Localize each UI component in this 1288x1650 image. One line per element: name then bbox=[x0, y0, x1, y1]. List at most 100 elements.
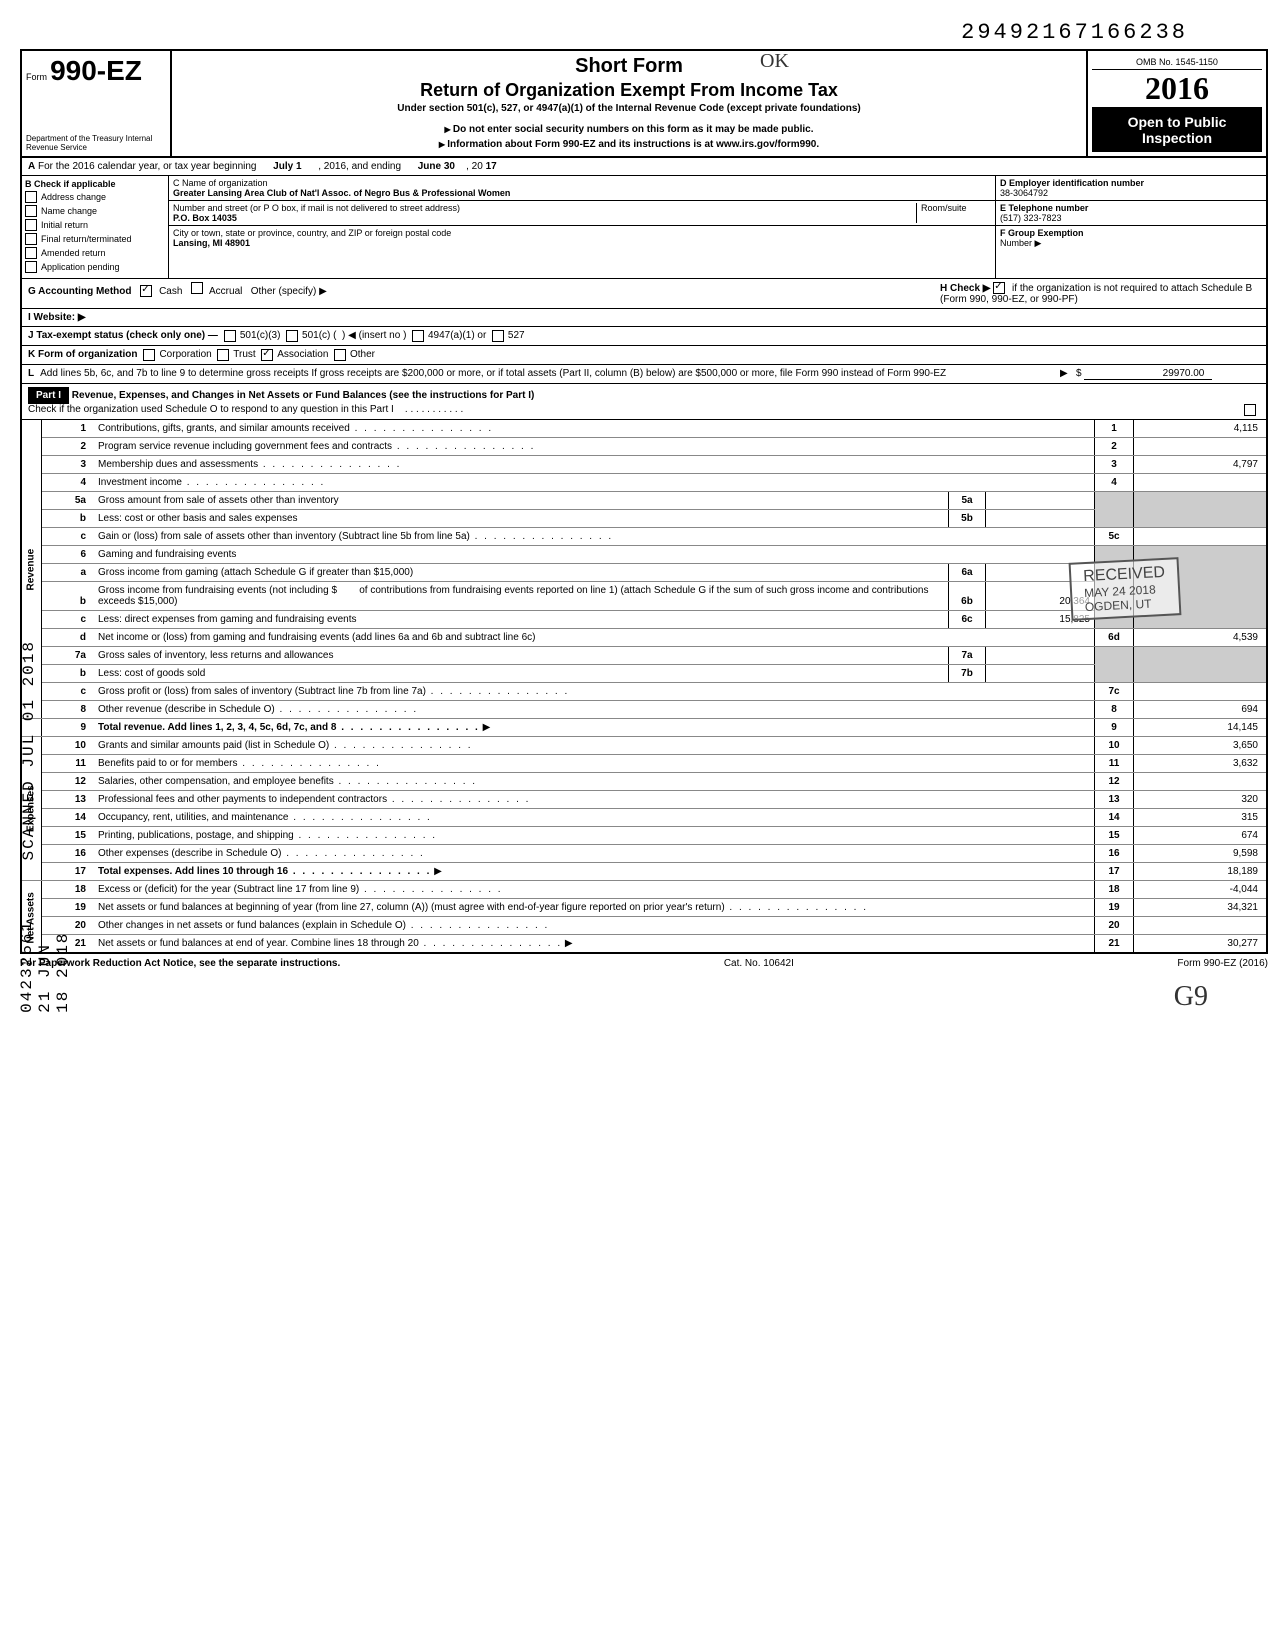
J-opt2: 501(c) ( bbox=[302, 330, 336, 342]
line5c-desc: Gain or (loss) from sale of assets other… bbox=[98, 531, 613, 542]
L-text: Add lines 5b, 6c, and 7b to line 9 to de… bbox=[40, 368, 1060, 380]
line20-desc: Other changes in net assets or fund bala… bbox=[98, 920, 549, 931]
G-label: G Accounting Method bbox=[28, 286, 132, 297]
line11-desc: Benefits paid to or for members bbox=[98, 758, 381, 769]
line13-desc: Professional fees and other payments to … bbox=[98, 794, 530, 805]
line2-amt bbox=[1134, 438, 1268, 456]
K-opt1: Corporation bbox=[159, 349, 211, 361]
J-opt3: 4947(a)(1) or bbox=[428, 330, 486, 342]
line16-desc: Other expenses (describe in Schedule O) bbox=[98, 848, 425, 859]
line10-amt: 3,650 bbox=[1134, 737, 1268, 755]
line6a-amt bbox=[986, 564, 1095, 582]
line4-amt bbox=[1134, 474, 1268, 492]
checkbox-accrual[interactable] bbox=[191, 282, 203, 294]
checkbox-other-org[interactable] bbox=[334, 349, 346, 361]
room-suite-label: Room/suite bbox=[916, 203, 991, 223]
line3-desc: Membership dues and assessments bbox=[98, 459, 401, 470]
checkbox-part1-schedO[interactable] bbox=[1244, 404, 1256, 416]
line6a-desc: Gross income from gaming (attach Schedul… bbox=[98, 567, 413, 578]
line5b-desc: Less: cost or other basis and sales expe… bbox=[98, 513, 298, 524]
lines-table: Revenue 1 Contributions, gifts, grants, … bbox=[20, 420, 1268, 954]
checkbox-assoc[interactable] bbox=[261, 349, 273, 361]
checkbox-cash[interactable] bbox=[140, 285, 152, 297]
checkbox-trust[interactable] bbox=[217, 349, 229, 361]
phone-value: (517) 323-7823 bbox=[1000, 213, 1262, 223]
B-opt-0: Address change bbox=[41, 192, 106, 202]
line6-desc: Gaming and fundraising events bbox=[98, 549, 236, 560]
gross-receipts: 29970.00 bbox=[1084, 368, 1212, 380]
form-prefix: Form bbox=[26, 72, 47, 82]
row-A-endyear: 17 bbox=[486, 161, 497, 172]
line9-desc: Total revenue. Add lines 1, 2, 3, 4, 5c,… bbox=[98, 722, 480, 733]
footer: For Paperwork Reduction Act Notice, see … bbox=[20, 954, 1268, 973]
F-label: F Group Exemption bbox=[1000, 228, 1084, 238]
B-opt-5: Application pending bbox=[41, 262, 120, 272]
cat-no: Cat. No. 10642I bbox=[724, 958, 794, 969]
checkbox-corp[interactable] bbox=[143, 349, 155, 361]
checkbox-name-change[interactable] bbox=[25, 205, 37, 217]
checkbox-app-pending[interactable] bbox=[25, 261, 37, 273]
row-A-label: A bbox=[28, 161, 35, 172]
checkbox-501c[interactable] bbox=[286, 330, 298, 342]
line21-desc: Net assets or fund balances at end of ye… bbox=[98, 938, 562, 949]
line7c-desc: Gross profit or (loss) from sales of inv… bbox=[98, 686, 569, 697]
checkbox-501c3[interactable] bbox=[224, 330, 236, 342]
checkbox-final-return[interactable] bbox=[25, 233, 37, 245]
row-L: L Add lines 5b, 6c, and 7b to line 9 to … bbox=[20, 365, 1268, 384]
line5a-desc: Gross amount from sale of assets other t… bbox=[98, 495, 339, 506]
line14-desc: Occupancy, rent, utilities, and maintena… bbox=[98, 812, 432, 823]
ein-value: 38-3064792 bbox=[1000, 188, 1262, 198]
row-A-text1: For the 2016 calendar year, or tax year … bbox=[38, 161, 256, 172]
line7c-amt bbox=[1134, 683, 1268, 701]
C-addr-label: Number and street (or P O box, if mail i… bbox=[173, 203, 916, 213]
checkbox-address-change[interactable] bbox=[25, 191, 37, 203]
line18-amt: -4,044 bbox=[1134, 881, 1268, 899]
L-label: L bbox=[28, 368, 34, 380]
line20-amt bbox=[1134, 917, 1268, 935]
D-label: D Employer identification number bbox=[1000, 178, 1262, 188]
line3-amt: 4,797 bbox=[1134, 456, 1268, 474]
dln-side-stamp: 04232561 21 JUN 18 2018 bbox=[18, 920, 72, 1013]
line6b-desc-pre: Gross income from fundraising events (no… bbox=[98, 585, 337, 596]
I-label: I Website: ▶ bbox=[28, 312, 86, 323]
row-A-text3: , 20 bbox=[466, 161, 483, 172]
G-cash: Cash bbox=[159, 286, 182, 297]
line21-amt: 30,277 bbox=[1134, 935, 1268, 954]
line8-amt: 694 bbox=[1134, 701, 1268, 719]
checkbox-H[interactable] bbox=[993, 282, 1005, 294]
line6d-desc: Net income or (loss) from gaming and fun… bbox=[98, 632, 535, 643]
line10-desc: Grants and similar amounts paid (list in… bbox=[98, 740, 473, 751]
checkbox-amended[interactable] bbox=[25, 247, 37, 259]
J-opt4: 527 bbox=[508, 330, 525, 342]
C-city-label: City or town, state or province, country… bbox=[173, 228, 991, 238]
part1-check-line: Check if the organization used Schedule … bbox=[28, 404, 394, 415]
line13-amt: 320 bbox=[1134, 791, 1268, 809]
line14-amt: 315 bbox=[1134, 809, 1268, 827]
line16-amt: 9,598 bbox=[1134, 845, 1268, 863]
line6c-amt: 15,825 bbox=[986, 611, 1095, 629]
row-K: K Form of organization Corporation Trust… bbox=[20, 346, 1268, 365]
G-other: Other (specify) ▶ bbox=[251, 286, 327, 297]
G-accrual: Accrual bbox=[209, 286, 242, 297]
checkbox-4947[interactable] bbox=[412, 330, 424, 342]
J-label: J Tax-exempt status (check only one) — bbox=[28, 330, 218, 342]
row-A-text2: , 2016, and ending bbox=[318, 161, 401, 172]
B-opt-4: Amended return bbox=[41, 248, 106, 258]
form-number: 990-EZ bbox=[50, 55, 142, 86]
row-G-H: G Accounting Method Cash Accrual Other (… bbox=[20, 279, 1268, 309]
short-form-title: Short Form bbox=[180, 55, 1078, 78]
org-address: P.O. Box 14035 bbox=[173, 213, 916, 223]
row-I: I Website: ▶ bbox=[20, 309, 1268, 327]
K-opt2: Trust bbox=[233, 349, 255, 361]
header-block: B Check if applicable Address change Nam… bbox=[20, 176, 1268, 279]
line7b-amt bbox=[986, 665, 1095, 683]
line12-desc: Salaries, other compensation, and employ… bbox=[98, 776, 477, 787]
line5c-amt bbox=[1134, 528, 1268, 546]
checkbox-initial-return[interactable] bbox=[25, 219, 37, 231]
line5b-amt bbox=[986, 510, 1095, 528]
line1-desc: Contributions, gifts, grants, and simila… bbox=[98, 423, 493, 434]
checkbox-527[interactable] bbox=[492, 330, 504, 342]
line9-amt: 14,145 bbox=[1134, 719, 1268, 737]
under-section: Under section 501(c), 527, or 4947(a)(1)… bbox=[180, 103, 1078, 114]
org-name: Greater Lansing Area Club of Nat'l Assoc… bbox=[173, 188, 991, 198]
